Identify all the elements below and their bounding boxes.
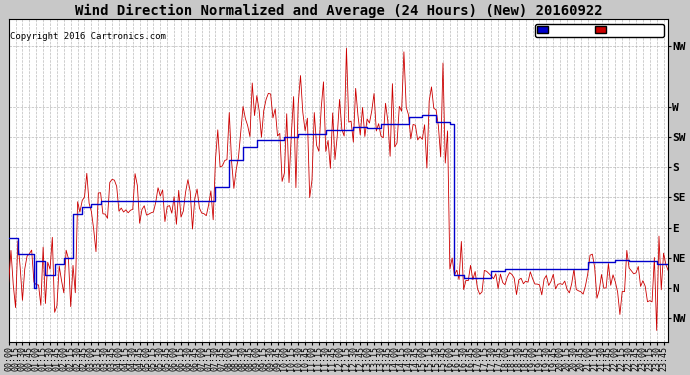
Title: Wind Direction Normalized and Average (24 Hours) (New) 20160922: Wind Direction Normalized and Average (2… — [75, 4, 602, 18]
Legend: Average, Direction: Average, Direction — [535, 24, 664, 37]
Text: Copyright 2016 Cartronics.com: Copyright 2016 Cartronics.com — [10, 32, 166, 41]
